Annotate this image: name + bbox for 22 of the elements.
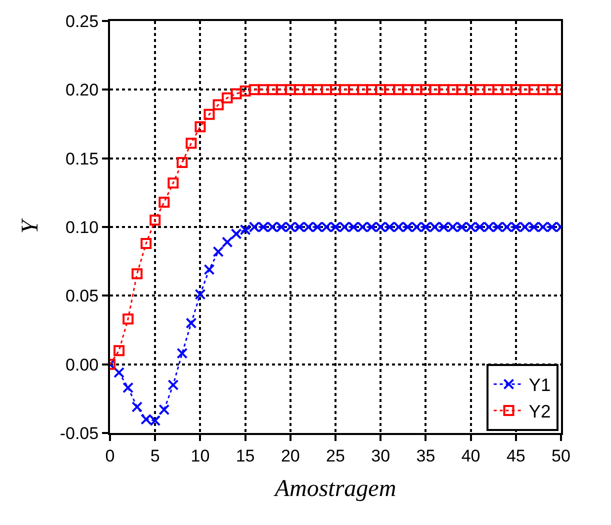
x-tick-label: 5 (150, 446, 160, 466)
y-tick-label: 0.25 (66, 12, 99, 31)
x-axis-title: Amostragem (272, 476, 396, 502)
y-tick-label: 0.15 (66, 149, 99, 168)
x-tick-label: 35 (416, 446, 436, 466)
x-tick-label: 40 (461, 446, 480, 466)
legend-label: Y2 (528, 402, 551, 422)
x-tick-label: 20 (280, 446, 300, 466)
x-tick-label: 25 (326, 446, 345, 466)
x-tick-label: 10 (190, 446, 210, 466)
x-tick-label: 15 (236, 446, 255, 466)
y-tick-label: 0.00 (66, 355, 99, 374)
x-tick-label: 50 (552, 446, 570, 466)
x-tick-label: 45 (506, 446, 526, 466)
x-tick-label: 30 (371, 446, 390, 466)
y-tick-label: 0.05 (66, 286, 99, 306)
x-tick-label: 0 (105, 446, 115, 466)
y-axis-title: Y (17, 218, 44, 234)
legend-label: Y1 (528, 375, 551, 396)
y-tick-label: 0.20 (66, 80, 99, 100)
y-tick-label: 0.10 (66, 218, 99, 237)
y-tick-label: -0.05 (60, 424, 99, 443)
